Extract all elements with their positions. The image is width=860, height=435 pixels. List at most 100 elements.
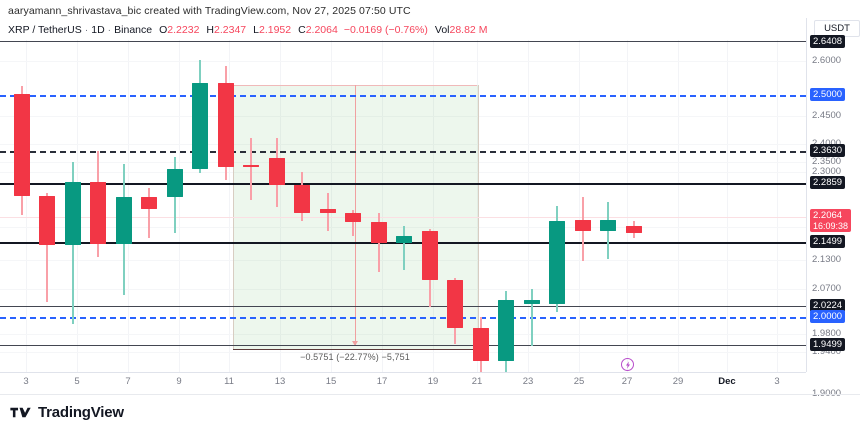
- tradingview-branding: TradingView: [10, 404, 124, 421]
- price-level-label[interactable]: 2.6408: [810, 35, 846, 48]
- time-scale[interactable]: 3 5 7 9 11 13 15 17 19 21 23 25 27 29 Dec 3: [0, 373, 806, 393]
- price-tick: 2.6000: [812, 55, 842, 66]
- candle-body: [90, 181, 106, 245]
- candle-body: [218, 82, 234, 167]
- candle-body: [14, 94, 30, 197]
- vertical-gridline: [727, 40, 728, 372]
- price-tick: 2.3500: [812, 156, 842, 167]
- tradingview-wordmark: TradingView: [38, 404, 124, 421]
- time-tick: 17: [376, 376, 388, 387]
- legend-sep-2: ·: [107, 24, 112, 36]
- vertical-gridline: [382, 40, 383, 372]
- horizontal-gridline: [0, 116, 806, 117]
- fib-2-0000-line[interactable]: [0, 317, 806, 319]
- candle-body: [192, 82, 208, 169]
- candle-wick: [46, 193, 48, 302]
- close-tag: C: [298, 24, 306, 36]
- timeframe-label[interactable]: 1D: [91, 24, 105, 36]
- time-tick: 3: [23, 376, 29, 387]
- candle-body: [626, 226, 642, 234]
- ohlc-open: O2.2232: [159, 24, 199, 36]
- price-level-label[interactable]: 2.2859: [810, 176, 846, 189]
- horizontal-gridline: [0, 352, 806, 353]
- ohlc-low: L2.1952: [253, 24, 291, 36]
- candle-body: [575, 220, 591, 231]
- candle-body: [116, 196, 132, 245]
- time-tick: 7: [125, 376, 131, 387]
- horizontal-gridline: [0, 172, 806, 173]
- time-tick: 25: [573, 376, 585, 387]
- vertical-gridline: [331, 40, 332, 372]
- time-tick: 3: [774, 376, 780, 387]
- fib-2-5000-line[interactable]: [0, 95, 806, 97]
- candle-body: [371, 222, 387, 244]
- fib-2-3630-line[interactable]: [0, 151, 806, 153]
- bar-countdown: 16:09:38: [813, 221, 849, 231]
- candle-body: [320, 209, 336, 213]
- vertical-gridline: [280, 40, 281, 372]
- candle-body: [294, 184, 310, 214]
- tradingview-logo-icon: [10, 407, 31, 418]
- symbol-name[interactable]: XRP / TetherUS: [8, 24, 82, 36]
- price-tick: 1.9800: [812, 328, 842, 339]
- vertical-gridline: [477, 40, 478, 372]
- vertical-gridline: [627, 40, 628, 372]
- candle-body: [396, 235, 412, 244]
- price-level-label[interactable]: 2.0224: [810, 299, 846, 312]
- candle-body: [447, 280, 463, 329]
- current-price-value: 2.2064: [813, 210, 843, 221]
- vertical-gridline: [26, 40, 27, 372]
- time-tick: 29: [672, 376, 684, 387]
- price-level-label[interactable]: 1.9499: [810, 338, 846, 351]
- time-tick: 19: [427, 376, 439, 387]
- price-tick: 2.4000: [812, 139, 841, 149]
- candle-body: [269, 157, 285, 185]
- price-tick: 2.3000: [812, 166, 842, 177]
- change-value: −0.0169 (−0.76%): [343, 24, 428, 36]
- support-2-2859-line[interactable]: [0, 183, 806, 185]
- low-tag: L: [253, 24, 259, 36]
- candle-body: [473, 328, 489, 362]
- time-tick: 13: [274, 376, 286, 387]
- support-2-0224-line[interactable]: [0, 306, 806, 308]
- price-level-label[interactable]: 2.5000: [810, 88, 846, 101]
- candle-body: [524, 299, 540, 304]
- ohlc-high: H2.2347: [206, 24, 246, 36]
- price-plot-area[interactable]: −0.5751 (−22.77%) −5,751: [0, 40, 806, 372]
- time-tick: 21: [471, 376, 483, 387]
- current-price-label[interactable]: 2.2064 16:09:38: [810, 209, 852, 232]
- open-tag: O: [159, 24, 168, 36]
- time-tick: 11: [224, 376, 234, 387]
- lightning-bolt-icon[interactable]: [621, 358, 634, 371]
- measurement-box-bottom-edge: [233, 349, 477, 351]
- vertical-gridline: [777, 40, 778, 372]
- candle-body: [141, 196, 157, 209]
- candle-body: [243, 165, 259, 167]
- price-scale-divider: [806, 18, 807, 372]
- candle-body: [422, 230, 438, 281]
- exchange-label[interactable]: Binance: [114, 24, 153, 36]
- price-tick: 2.4500: [812, 110, 842, 121]
- time-tick: 27: [621, 376, 633, 387]
- price-line-2-2064-line[interactable]: [0, 217, 806, 218]
- support-1-9499-line[interactable]: [0, 345, 806, 347]
- price-level-label[interactable]: 2.0000: [810, 310, 846, 323]
- horizontal-gridline: [0, 144, 806, 145]
- close-value: 2.2064: [305, 24, 338, 36]
- price-scale[interactable]: [806, 0, 860, 392]
- price-tick: 1.9400: [812, 346, 842, 357]
- vertical-gridline: [678, 40, 679, 372]
- vertical-gridline: [433, 40, 434, 372]
- price-level-label[interactable]: 2.3630: [810, 144, 846, 157]
- vertical-gridline: [528, 40, 529, 372]
- horizontal-gridline: [0, 61, 806, 62]
- resistance-2-6408-line[interactable]: [0, 41, 806, 43]
- time-tick: 5: [74, 376, 80, 387]
- candle-body: [345, 212, 361, 223]
- price-level-label[interactable]: 2.1499: [810, 235, 846, 248]
- candle-wick: [403, 225, 405, 270]
- candle-wick: [352, 210, 354, 236]
- vertical-gridline: [179, 40, 180, 372]
- time-tick: 15: [325, 376, 337, 387]
